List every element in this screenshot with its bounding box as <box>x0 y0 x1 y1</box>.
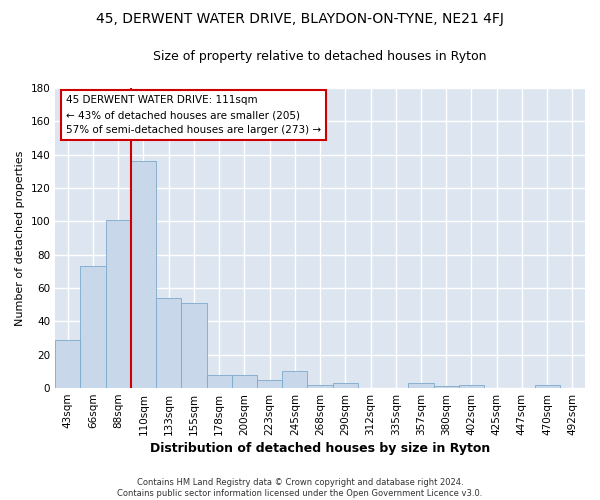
Bar <box>282 372 307 388</box>
Bar <box>131 161 156 388</box>
Title: Size of property relative to detached houses in Ryton: Size of property relative to detached ho… <box>154 50 487 63</box>
Text: 45 DERWENT WATER DRIVE: 111sqm
← 43% of detached houses are smaller (205)
57% of: 45 DERWENT WATER DRIVE: 111sqm ← 43% of … <box>66 96 321 135</box>
Bar <box>409 383 434 388</box>
Bar <box>80 266 106 388</box>
Bar <box>232 374 257 388</box>
Bar <box>434 386 459 388</box>
Y-axis label: Number of detached properties: Number of detached properties <box>15 150 25 326</box>
Bar <box>156 298 181 388</box>
X-axis label: Distribution of detached houses by size in Ryton: Distribution of detached houses by size … <box>150 442 490 455</box>
Bar <box>106 220 131 388</box>
Bar <box>307 384 332 388</box>
Bar <box>459 384 484 388</box>
Bar <box>206 374 232 388</box>
Bar <box>332 383 358 388</box>
Bar <box>181 303 206 388</box>
Bar <box>55 340 80 388</box>
Text: Contains HM Land Registry data © Crown copyright and database right 2024.
Contai: Contains HM Land Registry data © Crown c… <box>118 478 482 498</box>
Text: 45, DERWENT WATER DRIVE, BLAYDON-ON-TYNE, NE21 4FJ: 45, DERWENT WATER DRIVE, BLAYDON-ON-TYNE… <box>96 12 504 26</box>
Bar <box>257 380 282 388</box>
Bar <box>535 384 560 388</box>
